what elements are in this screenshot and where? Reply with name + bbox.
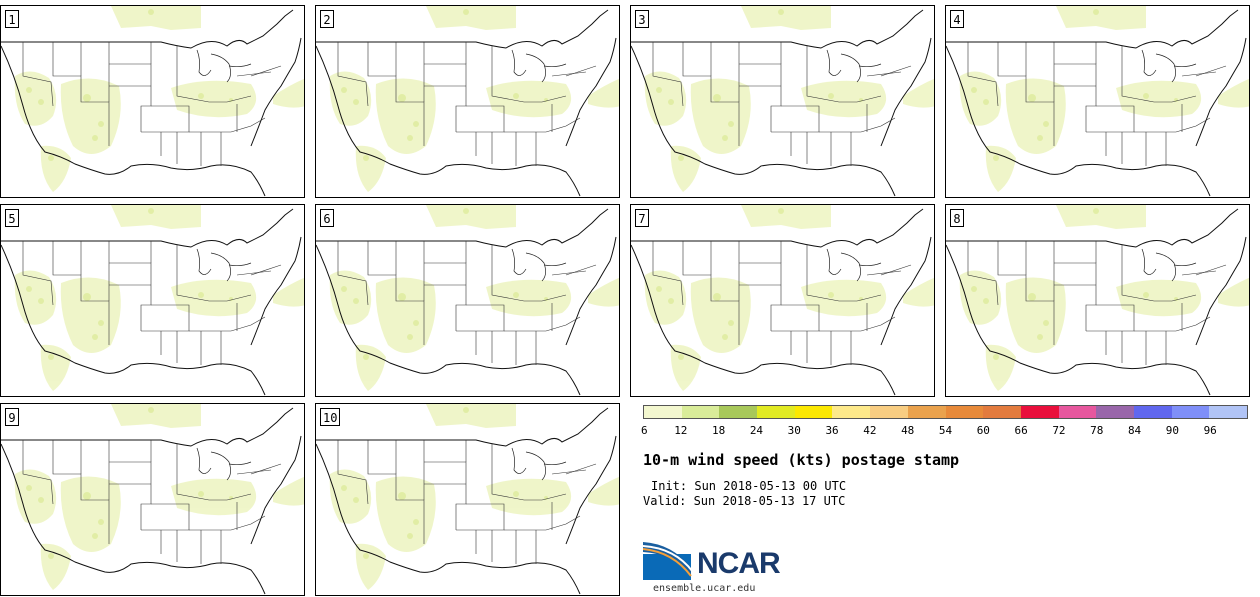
colorbar-swatch xyxy=(945,406,984,418)
init-time: Init: Sun 2018-05-13 00 UTC xyxy=(651,479,847,493)
colorbar xyxy=(643,405,1248,419)
colorbar-ticks: 6 12 18 24 30 36 42 48 54 60 66 72 78 84 90 96 xyxy=(641,424,1248,438)
us-basemap xyxy=(316,6,619,197)
us-basemap xyxy=(1,205,304,396)
colorbar-swatch xyxy=(870,406,908,418)
colorbar-tick-label: 24 xyxy=(749,424,764,437)
colorbar-tick-label: 42 xyxy=(863,424,877,437)
us-basemap xyxy=(316,404,619,595)
member-number: 4 xyxy=(950,10,964,28)
colorbar-tick-label: 12 xyxy=(674,424,688,437)
logo-name: NCAR xyxy=(697,547,781,580)
colorbar-tick-label: 30 xyxy=(787,424,801,437)
colorbar-swatch xyxy=(644,406,682,418)
colorbar-swatch xyxy=(681,406,720,418)
map-panel[interactable]: 1 xyxy=(0,5,305,198)
member-number: 1 xyxy=(5,10,19,28)
us-basemap xyxy=(1,404,304,595)
colorbar-tick-label: 54 xyxy=(938,424,953,437)
colorbar-tick-label: 66 xyxy=(1014,424,1028,437)
colorbar-tick-label: 48 xyxy=(901,424,915,437)
logo-url[interactable]: ensemble.ucar.edu xyxy=(653,583,756,594)
map-panel[interactable]: 2 xyxy=(315,5,620,198)
colorbar-swatch xyxy=(794,406,833,418)
map-panel[interactable]: 9 xyxy=(0,403,305,596)
colorbar-swatch xyxy=(832,406,871,418)
colorbar-swatch xyxy=(1096,406,1134,418)
us-basemap xyxy=(1,6,304,197)
colorbar-tick-label: 36 xyxy=(825,424,839,437)
ncar-logo-icon xyxy=(643,542,694,580)
colorbar-swatch xyxy=(907,406,946,418)
map-panel[interactable]: 8 xyxy=(945,204,1250,397)
chart-title: 10-m wind speed (kts) postage stamp xyxy=(643,451,960,469)
map-panel[interactable]: 5 xyxy=(0,204,305,397)
colorbar-swatch xyxy=(757,406,795,418)
us-basemap xyxy=(316,205,619,396)
colorbar-swatch xyxy=(1058,406,1097,418)
colorbar-tick-label: 78 xyxy=(1090,424,1104,437)
map-panel[interactable]: 7 xyxy=(630,204,935,397)
colorbar-swatch xyxy=(1171,406,1210,418)
colorbar-tick-label: 96 xyxy=(1203,424,1217,437)
member-number: 9 xyxy=(5,408,19,426)
colorbar-tick-label: 60 xyxy=(976,424,990,437)
map-panel[interactable]: 4 xyxy=(945,5,1250,198)
valid-time: Valid: Sun 2018-05-13 17 UTC xyxy=(643,494,846,508)
member-number: 6 xyxy=(320,209,334,227)
us-basemap xyxy=(946,6,1249,197)
colorbar-tick-label: 72 xyxy=(1052,424,1066,437)
map-panel[interactable]: 6 xyxy=(315,204,620,397)
us-basemap xyxy=(946,205,1249,396)
colorbar-tick-label: 90 xyxy=(1165,424,1179,437)
colorbar-swatch xyxy=(1020,406,1059,418)
member-number: 3 xyxy=(635,10,649,28)
member-number: 8 xyxy=(950,209,964,227)
colorbar-tick-label: 6 xyxy=(641,424,648,437)
colorbar-swatch xyxy=(1133,406,1172,418)
map-panel[interactable]: 10 xyxy=(315,403,620,596)
member-number: 7 xyxy=(635,209,649,227)
colorbar-swatch xyxy=(983,406,1021,418)
member-number: 2 xyxy=(320,10,334,28)
colorbar-swatch xyxy=(719,406,758,418)
colorbar-swatch xyxy=(1209,406,1247,418)
member-number: 10 xyxy=(320,408,341,426)
member-number: 5 xyxy=(5,209,19,227)
colorbar-tick-label: 18 xyxy=(712,424,726,437)
colorbar-tick-label: 84 xyxy=(1127,424,1142,437)
map-panel[interactable]: 3 xyxy=(630,5,935,198)
us-basemap xyxy=(631,6,934,197)
us-basemap xyxy=(631,205,934,396)
